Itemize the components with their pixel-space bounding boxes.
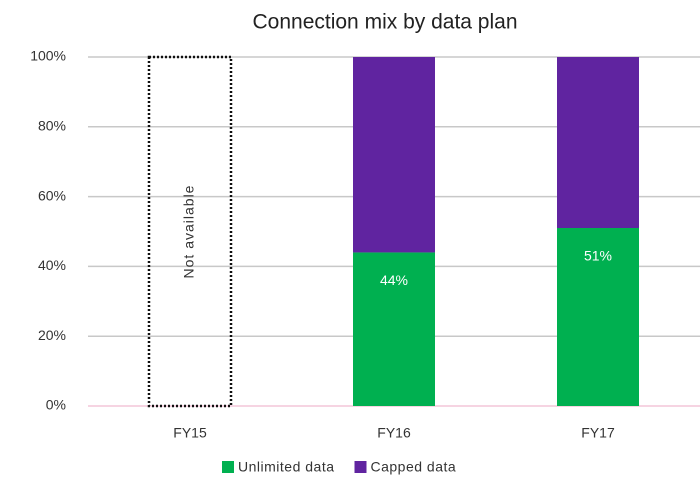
y-tick-label: 0% [46, 397, 66, 413]
bar-segment [353, 57, 435, 253]
y-tick-label: 20% [38, 327, 66, 343]
y-tick-label: 100% [30, 48, 66, 64]
x-tick-label: FY16 [377, 425, 411, 441]
y-tick-label: 80% [38, 118, 66, 134]
x-tick-label: FY17 [581, 425, 615, 441]
chart-title: Connection mix by data plan [253, 11, 518, 34]
y-tick-label: 40% [38, 257, 66, 273]
y-tick-label: 60% [38, 187, 66, 203]
legend-label: Unlimited data [238, 459, 335, 475]
legend-label: Capped data [371, 459, 457, 475]
bar-segment [353, 252, 435, 406]
x-tick-label: FY15 [173, 425, 207, 441]
data-label: 44% [380, 272, 408, 288]
legend-swatch [354, 461, 367, 473]
legend-swatch [222, 461, 234, 473]
not-available-box [147, 55, 233, 408]
bar-segment [557, 57, 639, 229]
annotation: Not available [181, 185, 197, 279]
data-label: 51% [584, 248, 612, 264]
bar-segment [557, 228, 639, 406]
